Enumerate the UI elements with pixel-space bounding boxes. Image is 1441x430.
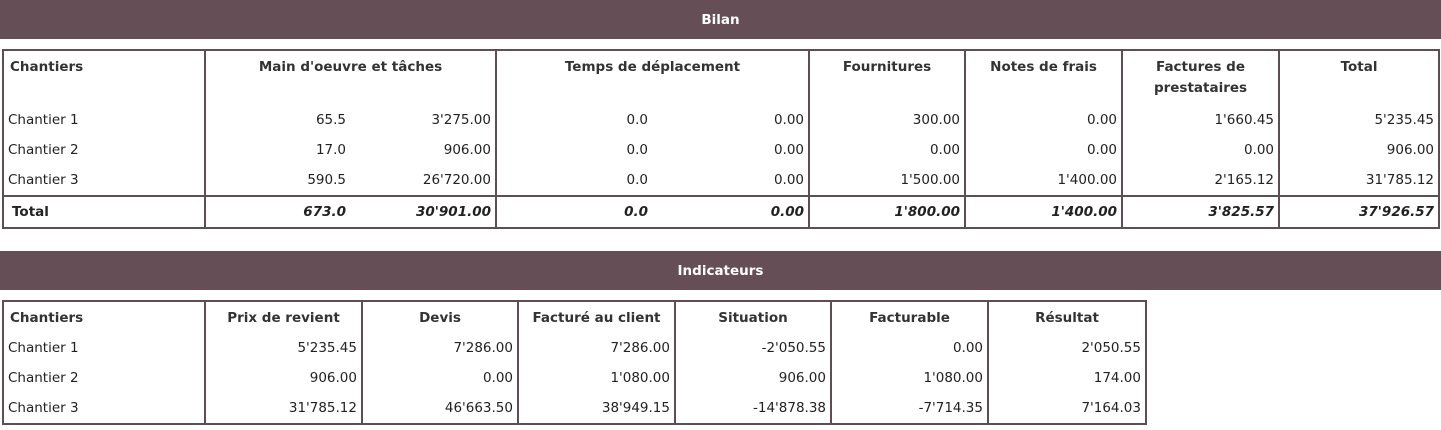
situation-value: 906.00 (674, 363, 832, 393)
fournitures-value: 0.00 (808, 135, 967, 165)
indicateurs-table: Chantiers Prix de revient Devis Facturé … (2, 300, 1147, 425)
prix-value: 906.00 (204, 363, 363, 393)
bilan-title-bar: Bilan (0, 0, 1441, 39)
prix-value: 31'785.12 (204, 393, 363, 424)
row-name: Chantier 1 (2, 105, 206, 135)
resultat-value: 174.00 (987, 363, 1147, 393)
mo-hours: 590.5 (204, 165, 350, 196)
row-name: Chantier 2 (2, 135, 206, 165)
fournitures-value: 300.00 (808, 105, 967, 135)
ind-header-situation: Situation (674, 301, 832, 333)
total-notes: 1'400.00 (964, 195, 1124, 228)
facturable-value: 0.00 (830, 333, 989, 363)
fournitures-value: 1'500.00 (808, 165, 967, 196)
total-td-hours: 0.0 (496, 195, 652, 228)
td-hours: 0.0 (626, 112, 648, 128)
factures-value: 0.00 (1121, 135, 1281, 165)
facture-value: 7'286.00 (517, 333, 676, 363)
factures-value: 1'660.45 (1121, 105, 1281, 135)
ind-header-facturable: Facturable (830, 301, 989, 333)
situation-value: -2'050.55 (674, 333, 832, 363)
ind-header-prix-revient: Prix de revient (204, 301, 363, 333)
total-mo-hours: 673.0 (204, 195, 350, 228)
total-value: 5'235.45 (1278, 105, 1441, 135)
ind-header-resultat: Résultat (987, 301, 1147, 333)
total-fournitures: 1'800.00 (808, 195, 967, 228)
ind-row-3: Chantier 3 31'785.12 46'663.50 38'949.15… (2, 393, 1147, 424)
notes-value: 0.00 (964, 135, 1124, 165)
header-notes-frais: Notes de frais (964, 50, 1124, 105)
td-value: 0.00 (652, 105, 811, 135)
row-name: Chantier 1 (2, 333, 206, 363)
mo-value: 26'720.00 (350, 165, 497, 196)
ind-row-1: Chantier 1 5'235.45 7'286.00 7'286.00 -2… (2, 333, 1147, 363)
header-temps-deplacement: Temps de déplacement (494, 50, 811, 105)
header-total: Total (1278, 50, 1441, 105)
indicateurs-title-bar: Indicateurs (0, 251, 1441, 290)
header-main-oeuvre: Main d'oeuvre et tâches (204, 50, 497, 105)
header-fournitures: Fournitures (808, 50, 967, 105)
bilan-total-row: Total 673.0 30'901.00 0.0 0.00 1'800.00 … (2, 195, 1441, 228)
ind-header-chantiers: Chantiers (2, 301, 206, 333)
bilan-row-2: Chantier 2 17.0 906.00 0.0 0.00 0.00 0.0… (2, 135, 1441, 165)
factures-value: 2'165.12 (1121, 165, 1281, 196)
mo-value: 3'275.00 (350, 105, 497, 135)
notes-value: 1'400.00 (964, 165, 1124, 196)
row-name: Chantier 2 (2, 363, 206, 393)
bilan-table: Chantiers Main d'oeuvre et tâches Temps … (2, 49, 1441, 229)
bilan-row-1: Chantier 1 65.5 3'275.00 0.0 0.00 300.00… (2, 105, 1441, 135)
facture-value: 1'080.00 (517, 363, 676, 393)
bilan-header-row: Chantiers Main d'oeuvre et tâches Temps … (2, 50, 1441, 105)
notes-value: 0.00 (964, 105, 1124, 135)
prix-value: 5'235.45 (204, 333, 363, 363)
header-chantiers: Chantiers (2, 50, 206, 105)
ind-header-facture-client: Facturé au client (517, 301, 676, 333)
devis-value: 0.00 (361, 363, 519, 393)
mo-hours: 65.5 (204, 105, 350, 135)
devis-value: 7'286.00 (361, 333, 519, 363)
resultat-value: 2'050.55 (987, 333, 1147, 363)
mo-value: 906.00 (350, 135, 497, 165)
td-value: 0.00 (652, 165, 811, 196)
situation-value: -14'878.38 (674, 393, 832, 424)
indicateurs-title: Indicateurs (677, 262, 764, 279)
total-label: Total (2, 195, 206, 228)
td-hours: 0.0 (626, 172, 648, 188)
resultat-value: 7'164.03 (987, 393, 1147, 424)
facturable-value: 1'080.00 (830, 363, 989, 393)
mo-hours: 17.0 (204, 135, 350, 165)
total-total: 37'926.57 (1278, 195, 1441, 228)
bilan-title: Bilan (701, 11, 740, 28)
bilan-row-3: Chantier 3 590.5 26'720.00 0.0 0.00 1'50… (2, 165, 1441, 196)
total-mo-value: 30'901.00 (350, 195, 497, 228)
ind-row-2: Chantier 2 906.00 0.00 1'080.00 906.00 1… (2, 363, 1147, 393)
facturable-value: -7'714.35 (830, 393, 989, 424)
indicateurs-header-row: Chantiers Prix de revient Devis Facturé … (2, 301, 1147, 333)
devis-value: 46'663.50 (361, 393, 519, 424)
total-td-value: 0.00 (652, 195, 811, 228)
header-factures-prestataires: Factures de prestataires (1121, 50, 1281, 105)
row-name: Chantier 3 (2, 393, 206, 424)
ind-header-devis: Devis (361, 301, 519, 333)
total-value: 906.00 (1278, 135, 1441, 165)
td-value: 0.00 (652, 135, 811, 165)
td-hours: 0.0 (626, 142, 648, 158)
row-name: Chantier 3 (2, 165, 206, 196)
total-factures: 3'825.57 (1121, 195, 1281, 228)
total-value: 31'785.12 (1278, 165, 1441, 196)
facture-value: 38'949.15 (517, 393, 676, 424)
